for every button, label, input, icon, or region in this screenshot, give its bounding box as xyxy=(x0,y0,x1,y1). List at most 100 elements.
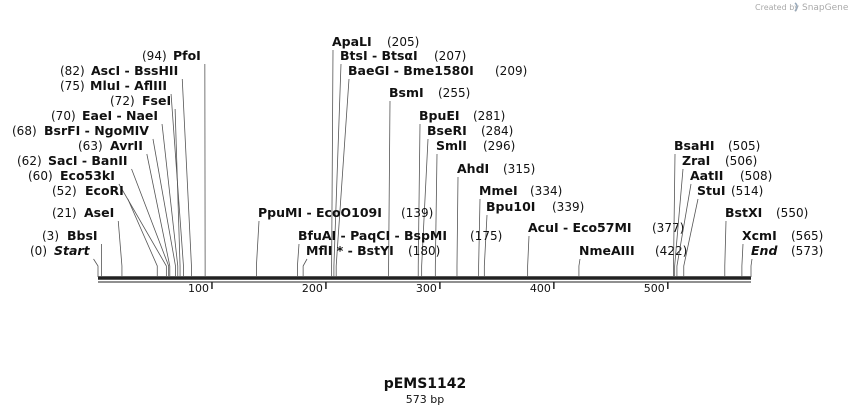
tick-label: 400 xyxy=(530,282,551,295)
enzyme-name: BsmI xyxy=(389,85,424,100)
position-label: (62) xyxy=(17,154,42,168)
enzyme-name: ApaLI xyxy=(332,34,372,49)
site-leader xyxy=(724,220,727,277)
site-leader xyxy=(388,100,391,277)
enzyme-name: SmlI xyxy=(436,138,467,153)
site-leader xyxy=(256,220,260,277)
position-label: (205) xyxy=(387,35,419,49)
tick-label: 500 xyxy=(644,282,665,295)
tick-label: 200 xyxy=(302,282,323,295)
watermark-prefix: Created by xyxy=(755,3,799,12)
site-leader xyxy=(578,258,581,277)
position-label: (94) xyxy=(142,49,167,63)
site-leader xyxy=(297,243,300,277)
site-leader xyxy=(333,63,342,277)
site-leader xyxy=(302,258,308,277)
tick-label: 100 xyxy=(188,282,209,295)
enzyme-name: EaeI - NaeI xyxy=(82,108,158,123)
site-leader xyxy=(750,258,753,277)
enzyme-name: Start xyxy=(54,243,91,258)
enzyme-name: EcoRI xyxy=(85,183,124,198)
enzyme-name: BsrFI - NgoMIV xyxy=(44,123,149,138)
position-label: (506) xyxy=(725,154,757,168)
position-label: (209) xyxy=(495,64,527,78)
enzyme-name: AcuI - Eco57MI xyxy=(528,220,632,235)
enzyme-name: AseI xyxy=(84,205,114,220)
position-label: (508) xyxy=(740,169,772,183)
position-label: (139) xyxy=(401,206,433,220)
position-label: (334) xyxy=(530,184,562,198)
position-label: (75) xyxy=(60,79,85,93)
site-leader xyxy=(127,198,158,277)
position-label: (52) xyxy=(52,184,77,198)
position-label: (422) xyxy=(655,244,687,258)
site-leader xyxy=(527,235,530,277)
enzyme-name: PfoI xyxy=(173,48,201,63)
position-label: (505) xyxy=(728,139,760,153)
position-label: (377) xyxy=(652,221,684,235)
enzyme-name: BsaHI xyxy=(674,138,715,153)
site-leader xyxy=(478,198,481,277)
position-label: (60) xyxy=(28,169,53,183)
enzyme-name: MluI - AflIII xyxy=(90,78,167,93)
enzyme-name: BpuEI xyxy=(419,108,460,123)
enzyme-name: End xyxy=(751,243,778,258)
enzyme-name: PpuMI - EcoO109I xyxy=(258,205,382,220)
site-leader xyxy=(117,220,123,277)
enzyme-name: BstXI xyxy=(725,205,762,220)
enzyme-name: BaeGI - Bme1580I xyxy=(348,63,474,78)
site-leader xyxy=(93,258,99,277)
position-label: (72) xyxy=(110,94,135,108)
site-leader xyxy=(131,168,170,277)
site-leader xyxy=(174,108,181,277)
enzyme-name: MmeI xyxy=(479,183,518,198)
tick-label: 300 xyxy=(416,282,437,295)
site-leader xyxy=(456,176,459,277)
site-leader xyxy=(161,123,179,277)
enzyme-name: FseI xyxy=(142,93,171,108)
position-label: (21) xyxy=(52,206,77,220)
site-leader xyxy=(417,123,421,277)
site-leader xyxy=(146,153,171,277)
position-label: (315) xyxy=(503,162,535,176)
position-label: (284) xyxy=(481,124,513,138)
site-leader xyxy=(673,153,676,277)
watermark-icon xyxy=(794,2,798,12)
enzyme-name: AscI - BssHII xyxy=(91,63,178,78)
enzyme-name: AhdI xyxy=(457,161,489,176)
position-label: (82) xyxy=(60,64,85,78)
position-label: (573) xyxy=(791,244,823,258)
position-label: (339) xyxy=(552,200,584,214)
enzyme-name: Eco53kI xyxy=(60,168,115,183)
site-leader xyxy=(674,168,684,277)
position-label: (3) xyxy=(42,229,59,243)
enzyme-name: MflI * - BstYI xyxy=(306,243,394,258)
enzyme-name: SacI - BanII xyxy=(48,153,128,168)
position-label: (281) xyxy=(473,109,505,123)
enzyme-name: AvrII xyxy=(110,138,143,153)
enzyme-name: BseRI xyxy=(427,123,467,138)
position-label: (70) xyxy=(51,109,76,123)
site-leader xyxy=(118,183,167,277)
enzyme-name: XcmI xyxy=(742,228,777,243)
site-leader xyxy=(676,183,692,277)
map-subtitle: 573 bp xyxy=(406,393,444,406)
position-label: (565) xyxy=(791,229,823,243)
enzyme-name: BtsI - BtsαI xyxy=(340,48,418,63)
position-label: (180) xyxy=(408,244,440,258)
site-leader xyxy=(335,78,350,277)
position-label: (514) xyxy=(731,184,763,198)
enzyme-name: ZraI xyxy=(682,153,710,168)
enzyme-name: Bpu10I xyxy=(486,199,535,214)
position-label: (207) xyxy=(434,49,466,63)
position-label: (175) xyxy=(470,229,502,243)
site-leader xyxy=(483,214,488,277)
site-leader xyxy=(331,49,334,277)
site-leader xyxy=(152,138,176,277)
site-leader xyxy=(421,138,429,277)
position-label: (255) xyxy=(438,86,470,100)
position-label: (550) xyxy=(776,206,808,220)
map-title: pEMS1142 xyxy=(384,376,467,392)
enzyme-name: NmeAIII xyxy=(579,243,635,258)
position-label: (68) xyxy=(12,124,37,138)
